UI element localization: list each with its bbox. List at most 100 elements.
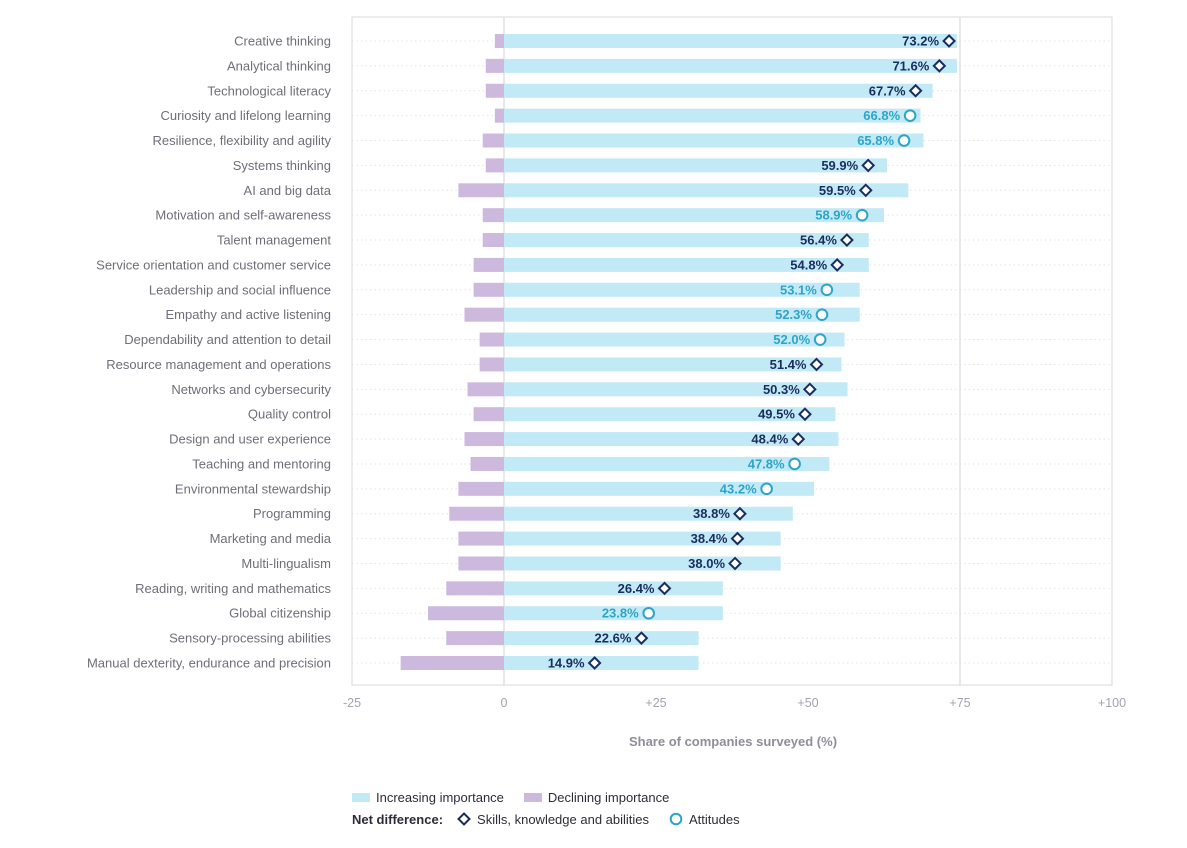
axis-layer: -25 0 +25 +50 +75 +100 — [343, 696, 1126, 710]
legend-label-declining: Declining importance — [547, 789, 670, 805]
bar-declining — [458, 481, 504, 496]
bar-declining — [494, 108, 504, 123]
net-value-label: 26.4% — [618, 581, 655, 596]
bar-increasing — [504, 257, 869, 272]
net-value-label: 59.5% — [819, 183, 856, 198]
bar-increasing — [504, 631, 699, 646]
bar-declining — [473, 257, 504, 272]
net-value-label: 23.8% — [602, 606, 639, 621]
net-marker-skill — [634, 631, 649, 646]
net-marker-attitude — [897, 134, 911, 147]
bar-layer — [400, 34, 957, 670]
bar-declining — [482, 208, 504, 223]
category-label: Motivation and self-awareness — [155, 208, 331, 223]
net-marker-attitude — [903, 109, 917, 122]
bar-increasing — [504, 332, 845, 347]
bar-declining — [473, 407, 504, 422]
legend-row-net: Net difference: Skills, knowledge and ab… — [352, 808, 760, 830]
bar-declining — [485, 83, 504, 98]
category-label: Talent management — [217, 233, 332, 248]
diamond-icon — [457, 812, 471, 826]
net-marker-skill — [932, 58, 947, 73]
category-label: Dependability and attention to detail — [124, 332, 331, 347]
bar-declining — [458, 556, 504, 571]
net-marker-skill — [809, 357, 824, 372]
x-tick-label: 0 — [501, 696, 508, 710]
bar-increasing — [504, 357, 842, 372]
net-value-label: 53.1% — [780, 282, 817, 297]
legend-swatch-declining — [523, 792, 542, 802]
category-label: Creative thinking — [234, 34, 331, 49]
x-tick-label: -25 — [343, 696, 361, 710]
bar-increasing — [504, 282, 860, 297]
category-label: Networks and cybersecurity — [171, 382, 331, 397]
bar-declining — [482, 133, 504, 148]
net-value-label: 73.2% — [902, 34, 939, 49]
bar-declining — [482, 233, 504, 248]
bar-declining — [494, 34, 504, 48]
net-marker-attitude — [788, 457, 801, 471]
bar-declining — [464, 307, 504, 322]
category-label: Teaching and mentoring — [192, 456, 331, 471]
bar-declining — [464, 432, 504, 447]
category-label: Systems thinking — [233, 158, 331, 173]
bar-declining — [485, 158, 504, 173]
bar-declining — [400, 656, 504, 670]
bar-increasing — [504, 133, 924, 148]
category-label: Curiosity and lifelong learning — [160, 108, 331, 123]
legend-row-importance: Increasing importance Declining importan… — [352, 786, 760, 808]
net-value-label: 59.9% — [821, 158, 858, 173]
bar-increasing — [504, 183, 909, 198]
bar-increasing — [504, 307, 860, 322]
bar-increasing — [504, 481, 815, 496]
bar-declining — [473, 282, 504, 297]
net-marker-skill — [791, 432, 806, 446]
category-label: Leadership and social influence — [149, 282, 331, 297]
net-value-label: 52.0% — [773, 332, 810, 347]
bar-increasing — [504, 158, 888, 173]
net-value-label: 47.8% — [748, 456, 785, 471]
category-label: Technological literacy — [207, 83, 331, 98]
bar-increasing — [504, 456, 830, 471]
category-label: Service orientation and customer service — [96, 257, 331, 272]
bar-increasing — [504, 83, 933, 98]
category-label: Analytical thinking — [227, 58, 331, 73]
net-value-label: 52.3% — [775, 307, 812, 322]
net-marker-skill — [802, 382, 817, 397]
category-label: AI and big data — [244, 183, 332, 198]
net-marker-attitude — [760, 482, 773, 496]
bar-declining — [428, 606, 504, 621]
x-tick-label: +25 — [645, 696, 666, 710]
net-marker-skill — [830, 258, 845, 272]
bar-declining — [479, 332, 504, 347]
net-value-label: 38.4% — [691, 531, 728, 546]
x-tick-label: +50 — [797, 696, 818, 710]
category-labels: Creative thinking Analytical thinking Tech… — [87, 34, 332, 671]
net-marker-attitude — [855, 208, 869, 222]
net-value-label: 43.2% — [720, 481, 757, 496]
legend-swatch-increasing — [352, 792, 370, 802]
net-value-label: 38.8% — [693, 506, 730, 521]
net-value-label: 67.7% — [869, 83, 906, 98]
category-label: Reading, writing and mathematics — [135, 581, 331, 596]
category-label: Design and user experience — [169, 432, 331, 447]
net-value-label: 65.8% — [857, 133, 894, 148]
category-label: Multi-lingualism — [241, 556, 331, 571]
net-marker-attitude — [815, 308, 829, 321]
bar-declining — [479, 357, 504, 372]
bar-declining — [458, 183, 504, 198]
bar-increasing — [504, 58, 957, 73]
category-label: Empathy and active listening — [166, 307, 331, 322]
net-marker-skill — [858, 183, 873, 198]
net-marker-skill — [908, 83, 923, 98]
bar-increasing — [504, 556, 781, 571]
net-marker-attitude — [642, 606, 656, 620]
category-label: Global citizenship — [229, 606, 331, 621]
legend-label-skills: Skills, knowledge and abilities — [477, 811, 650, 827]
net-marker-skill — [798, 407, 812, 422]
bar-declining — [485, 58, 504, 73]
bar-increasing — [504, 382, 848, 397]
bar-increasing — [504, 606, 723, 621]
net-marker-skill — [730, 531, 745, 546]
